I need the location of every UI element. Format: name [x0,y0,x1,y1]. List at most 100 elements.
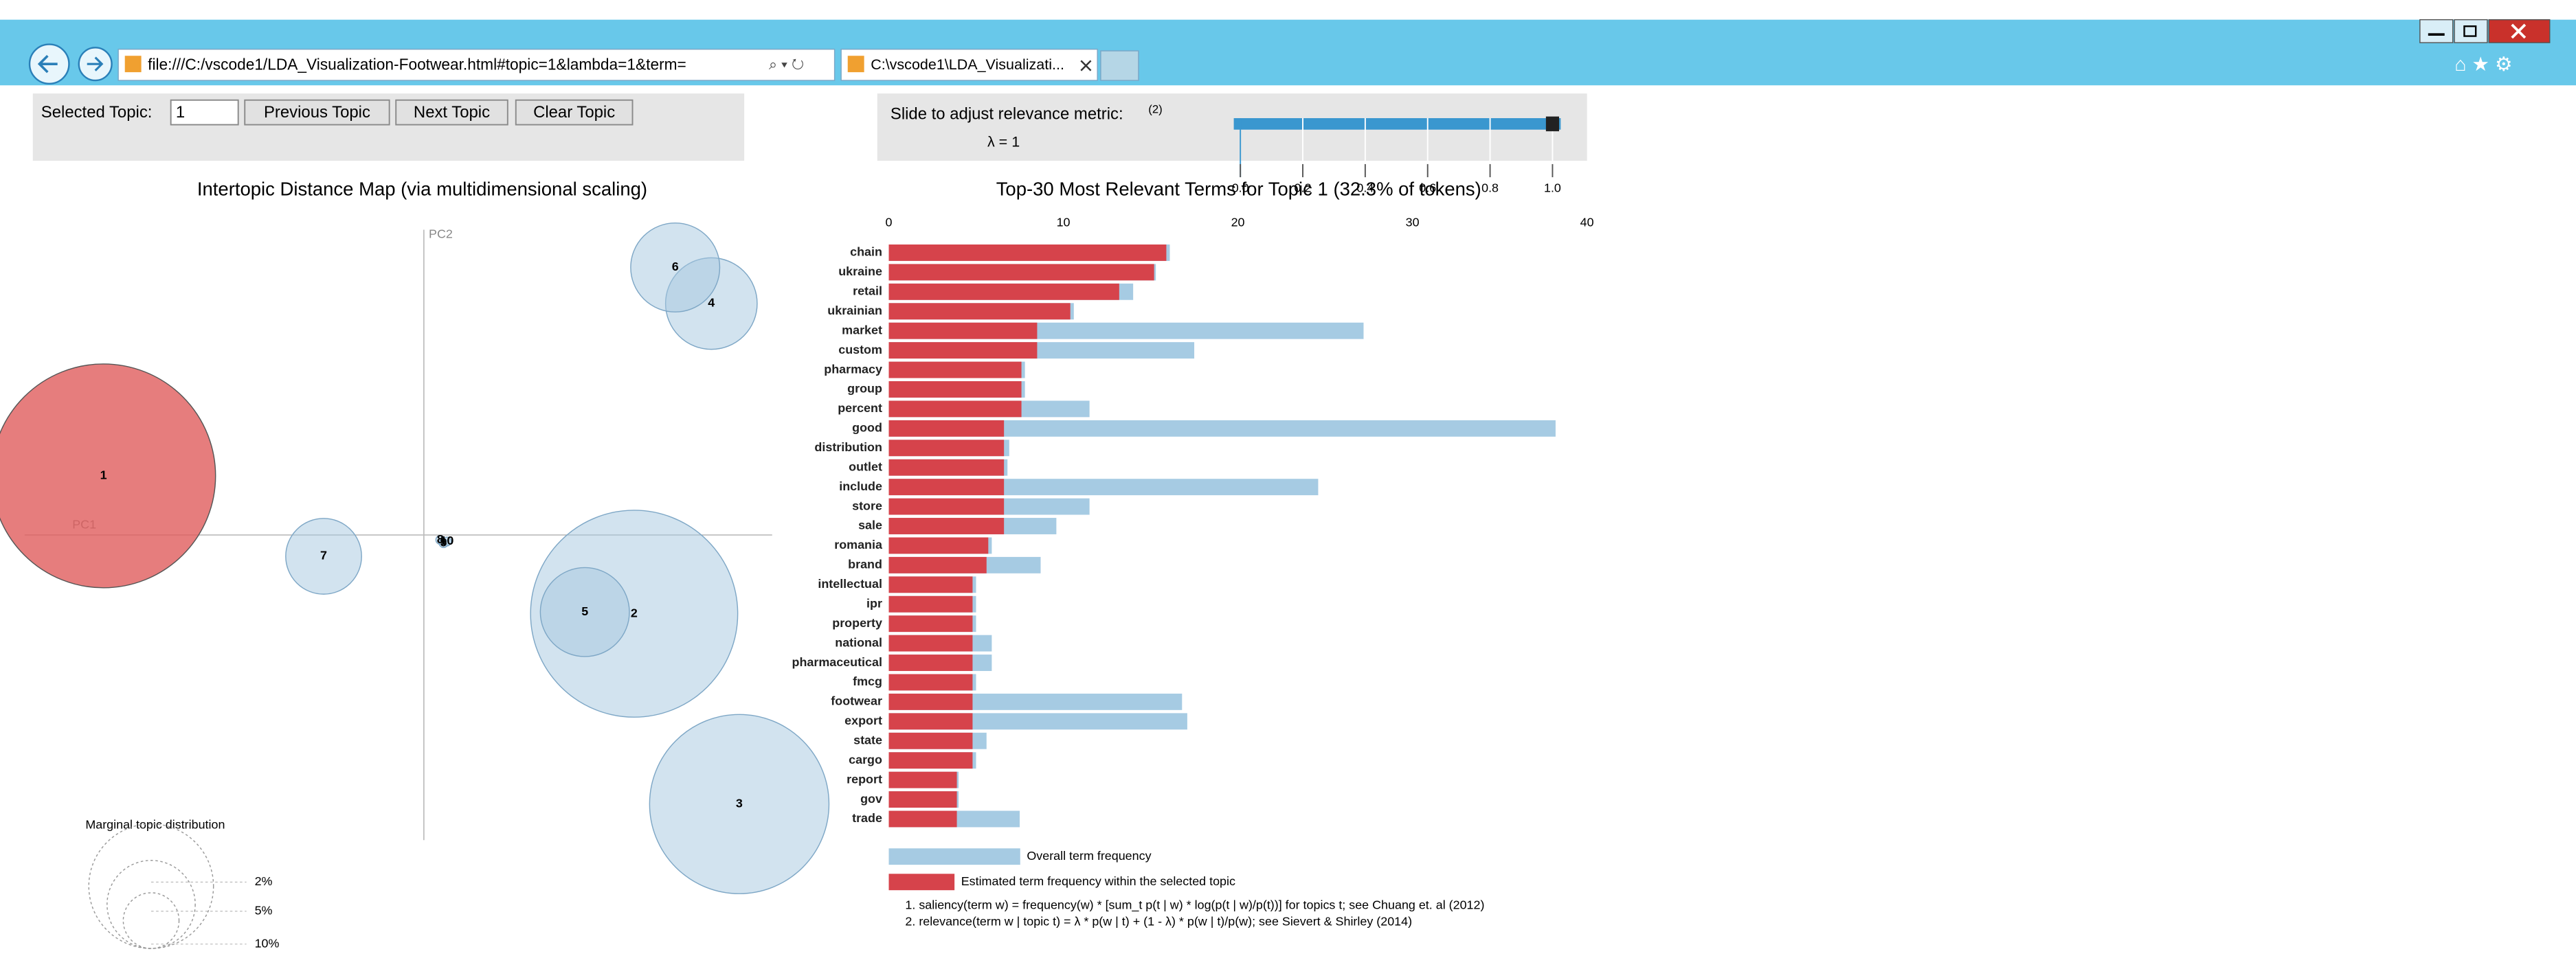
topic-label[interactable]: 9 [440,536,447,549]
term-label[interactable]: ipr [866,596,882,610]
bar[interactable] [888,244,1167,261]
topic-label[interactable]: 1 [100,468,107,482]
bar[interactable] [888,595,973,613]
bar[interactable] [888,303,1071,320]
bar[interactable] [888,459,1005,476]
topic-circle[interactable] [285,518,362,595]
topic-label[interactable]: 6 [672,260,679,273]
term-label[interactable]: national [835,635,882,649]
term-label[interactable]: pharmacy [824,362,882,376]
term-label[interactable]: state [853,733,882,747]
term-label[interactable]: fmcg [853,674,882,688]
previous-topic-button[interactable] [244,99,390,126]
next-topic-button[interactable] [395,99,508,126]
term-label[interactable]: market [842,323,882,337]
term-label[interactable]: brand [848,558,882,571]
clear-topic-button[interactable] [515,99,634,126]
topic-label[interactable]: 3 [736,796,743,810]
bar[interactable] [888,518,1005,534]
bar[interactable] [888,479,1005,496]
search-icon[interactable]: ⌕ ▾ ↻ [769,56,804,73]
slider[interactable]: 0.0 0.2 0.4 0.6 0.8 1.0 [1232,116,1561,195]
bar[interactable] [888,342,1038,359]
bar[interactable] [888,771,957,788]
term-label[interactable]: gov [860,792,882,806]
term-label[interactable]: pharmaceutical [792,655,882,669]
term-label[interactable]: romania [834,538,883,551]
bar[interactable] [888,400,1022,418]
topic-circle[interactable] [0,363,216,589]
term-label[interactable]: percent [838,401,882,415]
term-label[interactable]: ukrainian [827,304,882,317]
bar[interactable] [888,381,1022,398]
bar[interactable] [888,537,989,554]
term-label[interactable]: footwear [831,694,882,708]
bar[interactable] [888,322,1038,339]
topic-circle[interactable] [539,567,630,657]
term-label[interactable]: report [847,772,882,786]
topic-label[interactable]: 8 [437,532,444,546]
term-label[interactable]: chain [850,245,882,259]
term-label[interactable]: include [839,479,882,493]
term-label[interactable]: retail [853,284,882,298]
toolbar-icons[interactable]: ⌂ ★ ⚙ [2454,54,2513,76]
bar[interactable] [888,264,1154,281]
term-label[interactable]: intellectual [818,577,882,591]
legend-swatch [888,874,955,891]
bar[interactable] [888,283,1119,300]
term-label[interactable]: group [847,382,882,396]
term-label[interactable]: store [852,499,882,512]
term-label[interactable]: outlet [849,459,882,473]
topic-label[interactable]: 4 [708,296,715,310]
term-label[interactable]: sale [858,519,882,532]
topic-label[interactable]: 7 [320,549,327,562]
button-label[interactable]: Previous Topic [264,103,370,122]
bar[interactable] [888,498,1005,515]
bar[interactable] [888,440,1005,457]
topic-circle[interactable] [442,536,452,547]
topic-input-value[interactable]: 1 [176,103,185,122]
topic-label[interactable]: 5 [581,604,588,618]
term-label[interactable]: trade [852,811,882,825]
bar[interactable] [888,361,1022,378]
bar[interactable] [888,556,987,573]
topic-circle[interactable] [630,222,721,312]
topic-circle[interactable] [649,714,830,894]
bar[interactable] [888,732,973,749]
tab-icon [847,56,864,73]
tab[interactable] [840,48,1098,81]
term-label[interactable]: ukraine [838,264,882,278]
topic-circle[interactable] [530,510,739,718]
tab-close[interactable] [1080,60,1092,71]
slider-thumb[interactable] [1545,116,1560,132]
bar[interactable] [888,655,973,671]
restore-button[interactable] [2454,19,2488,43]
topic-input[interactable] [170,99,239,126]
topic-label[interactable]: 10 [440,534,453,547]
term-label[interactable]: good [852,421,882,435]
bar[interactable] [888,693,973,710]
button-label[interactable]: Clear Topic [533,103,615,122]
address-bar[interactable] [117,48,836,81]
term-label[interactable]: custom [838,343,882,356]
term-label[interactable]: distribution [814,440,882,454]
bar[interactable] [888,635,973,652]
bar[interactable] [888,713,973,730]
slider-track[interactable] [1233,118,1561,130]
bar[interactable] [888,576,973,593]
term-label[interactable]: export [844,714,882,727]
bar[interactable] [888,674,973,691]
bar[interactable] [888,615,973,633]
new-tab[interactable] [1100,50,1139,81]
minimize-button[interactable] [2419,19,2454,43]
bar[interactable] [888,810,957,828]
bar[interactable] [888,752,973,769]
term-label[interactable]: cargo [849,753,882,766]
button-label[interactable]: Next Topic [414,103,490,122]
term-label[interactable]: property [832,616,882,630]
topic-label[interactable]: 2 [631,606,638,619]
bar[interactable] [888,420,1556,437]
bar[interactable] [888,420,1005,437]
size-legend-label: 5% [255,903,273,917]
bar[interactable] [888,791,957,808]
